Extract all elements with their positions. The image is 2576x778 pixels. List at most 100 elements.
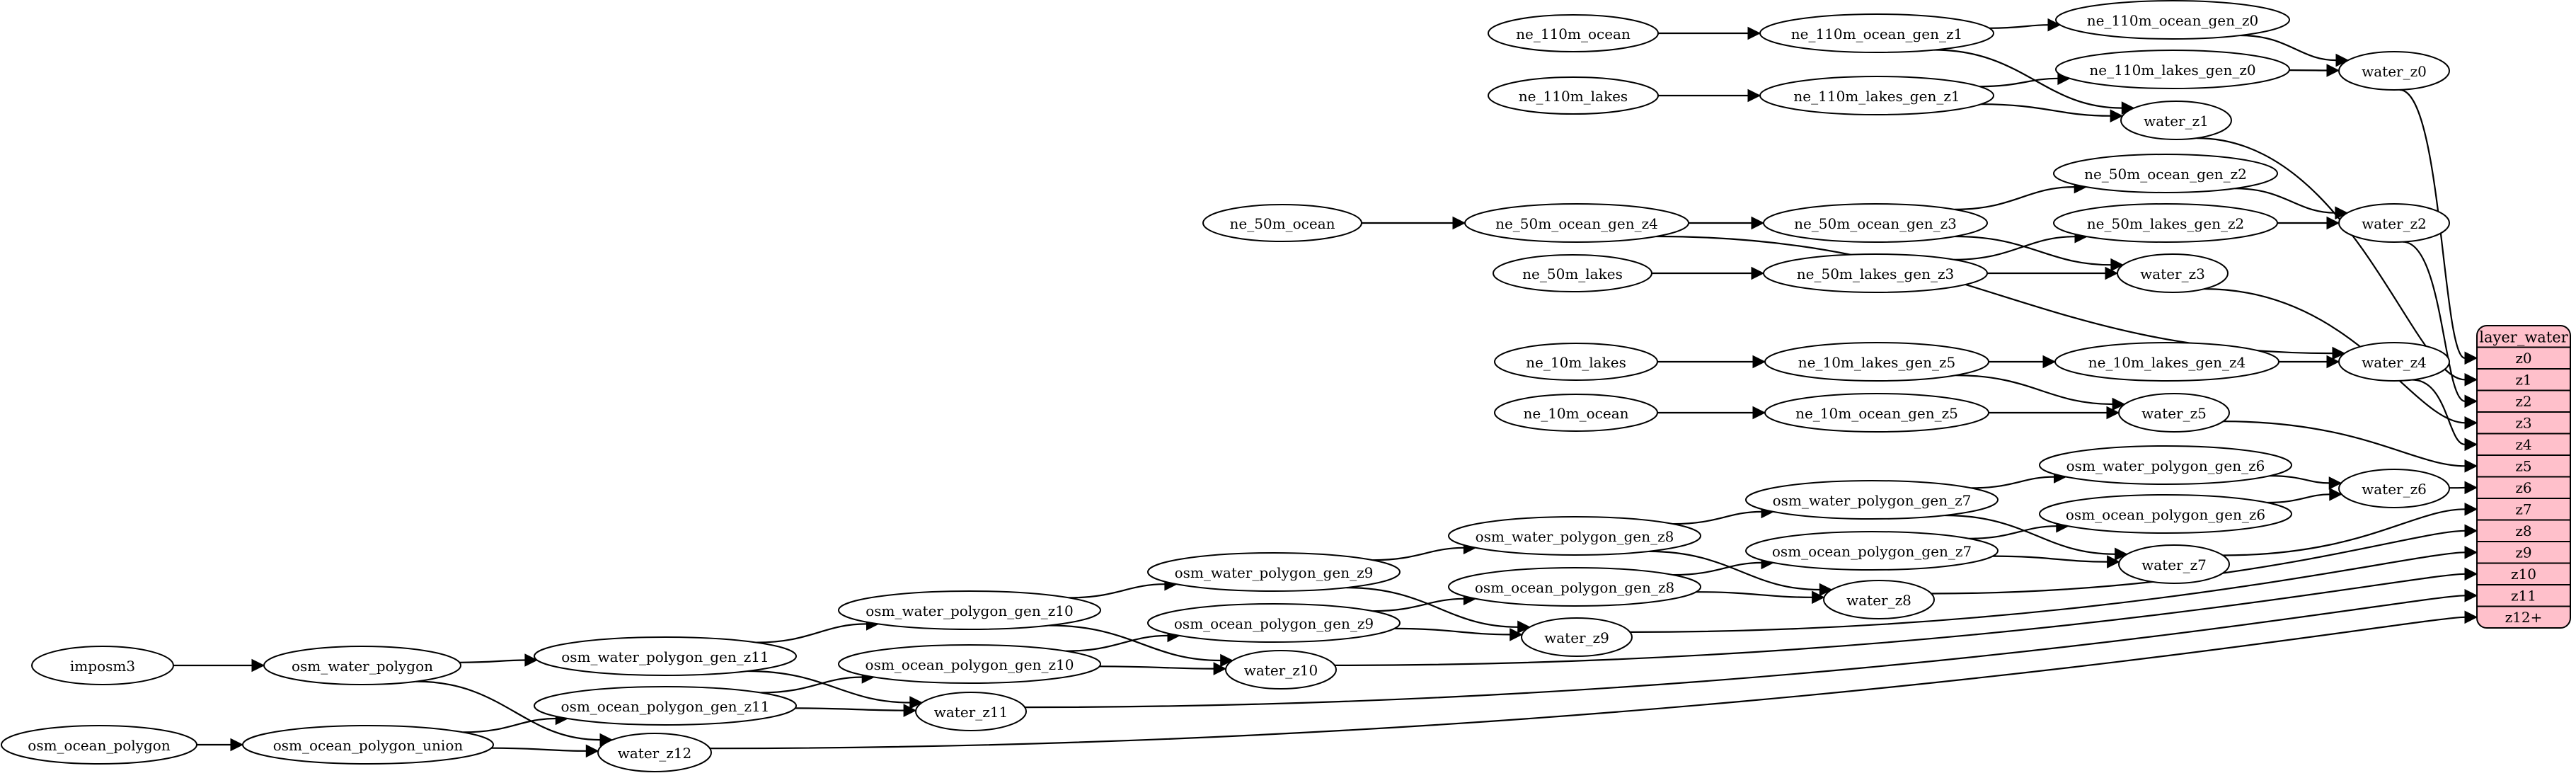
layer-water-row-z3[interactable]: z3 [2515, 414, 2531, 431]
layer-water-row-z1[interactable]: z1 [2515, 371, 2531, 388]
graph-edge-arrowhead [2047, 18, 2062, 32]
graph-node-water_z8[interactable]: water_z8 [1823, 580, 1935, 619]
graph-node-ne_50m_lakes_gen_z3[interactable]: ne_50m_lakes_gen_z3 [1763, 253, 1988, 293]
graph-edge-osm_water_polygon_gen_z7-to-water_z7 [1945, 514, 2115, 555]
layer-water-row-z2[interactable]: z2 [2515, 393, 2531, 410]
graph-node-ne_10m_ocean[interactable]: ne_10m_ocean [1494, 394, 1658, 432]
graph-node-ne_110m_lakes_gen_z0[interactable]: ne_110m_lakes_gen_z0 [2055, 50, 2290, 89]
graph-node-ne_10m_ocean_gen_z5[interactable]: ne_10m_ocean_gen_z5 [1764, 393, 1989, 433]
layer-water-row-z9[interactable]: z9 [2515, 544, 2531, 561]
node-ellipse-water_z5 [2118, 393, 2230, 433]
graph-node-osm_water_polygon_gen_z10[interactable]: osm_water_polygon_gen_z10 [838, 590, 1101, 630]
node-label-osm_water_polygon_gen_z11: osm_water_polygon_gen_z11 [561, 648, 769, 665]
graph-node-ne_110m_ocean[interactable]: ne_110m_ocean [1488, 14, 1659, 52]
layer-water-row-z7[interactable]: z7 [2515, 500, 2531, 517]
graph-node-water_z3[interactable]: water_z3 [2117, 253, 2229, 293]
graph-node-osm_water_polygon_gen_z9[interactable]: osm_water_polygon_gen_z9 [1147, 552, 1401, 592]
graph-node-water_z11[interactable]: water_z11 [915, 692, 1027, 731]
graph-node-water_z9[interactable]: water_z9 [1521, 617, 1633, 657]
layer-water-row-z8[interactable]: z8 [2515, 522, 2531, 539]
graph-node-water_z4[interactable]: water_z4 [2338, 342, 2450, 382]
graph-edge-osm_ocean_polygon_gen_z9-to-water_z9 [1394, 627, 1510, 636]
layer-water-row-z11[interactable]: z11 [2511, 587, 2536, 604]
graph-edge-arrowhead [1517, 620, 1531, 634]
graph-node-ne_10m_lakes_gen_z5[interactable]: ne_10m_lakes_gen_z5 [1764, 342, 1989, 382]
node-label-osm_ocean_polygon: osm_ocean_polygon [28, 737, 171, 754]
graph-node-ne_50m_lakes_gen_z2[interactable]: ne_50m_lakes_gen_z2 [2053, 203, 2278, 243]
node-ellipse-water_z10 [1225, 650, 1337, 690]
graph-node-ne_50m_ocean_gen_z3[interactable]: ne_50m_ocean_gen_z3 [1763, 203, 1988, 243]
layer-water-row-z12+[interactable]: z12+ [2505, 609, 2543, 626]
graph-node-osm_water_polygon_gen_z7[interactable]: osm_water_polygon_gen_z7 [1745, 480, 1999, 520]
graph-node-osm_water_polygon_gen_z8[interactable]: osm_water_polygon_gen_z8 [1448, 516, 1701, 556]
layer-water-row-z10[interactable]: z10 [2511, 566, 2536, 583]
node-ellipse-osm_water_polygon [263, 646, 461, 685]
graph-node-osm_ocean_polygon_gen_z8[interactable]: osm_ocean_polygon_gen_z8 [1448, 567, 1701, 607]
graph-node-osm_ocean_polygon_gen_z10[interactable]: osm_ocean_polygon_gen_z10 [838, 644, 1101, 684]
nodes-layer: imposm3 osm_ocean_polygon osm_water_polygo… [1, 0, 2450, 772]
graph-node-osm_water_polygon_gen_z11[interactable]: osm_water_polygon_gen_z11 [534, 636, 797, 676]
node-ellipse-ne_10m_ocean_gen_z5 [1764, 393, 1989, 433]
graph-edge-arrowhead [1452, 216, 1466, 230]
graph-node-osm_ocean_polygon[interactable]: osm_ocean_polygon [1, 725, 197, 765]
graph-edge-arrowhead [2464, 394, 2478, 408]
node-ellipse-water_z4 [2338, 342, 2450, 382]
graph-edge-osm_ocean_polygon_gen_z9-to-osm_ocean_polygon_gen_z8 [1372, 597, 1464, 612]
node-label-ne_50m_lakes_gen_z3: ne_50m_lakes_gen_z3 [1797, 265, 1954, 282]
graph-node-osm_ocean_polygon_union[interactable]: osm_ocean_polygon_union [242, 725, 494, 765]
layer-water-row-z4[interactable]: z4 [2515, 436, 2531, 453]
node-ellipse-osm_water_polygon_gen_z9 [1147, 552, 1401, 592]
node-label-water_z5: water_z5 [2141, 405, 2207, 422]
graph-node-water_z6[interactable]: water_z6 [2338, 469, 2450, 508]
layer-water-row-z0[interactable]: z0 [2515, 350, 2531, 367]
graph-node-osm_ocean_polygon_gen_z9[interactable]: osm_ocean_polygon_gen_z9 [1147, 603, 1401, 643]
graph-node-water_z5[interactable]: water_z5 [2118, 393, 2230, 433]
graph-node-water_z0[interactable]: water_z0 [2338, 51, 2450, 91]
graph-edge-arrowhead [1220, 653, 1234, 668]
graph-edge-osm_water_polygon-to-osm_water_polygon_gen_z11 [459, 659, 525, 663]
graph-edge-arrowhead [2112, 397, 2126, 411]
graph-edge-arrowhead [1751, 266, 1765, 280]
graph-node-water_z7[interactable]: water_z7 [2118, 544, 2230, 584]
graph-edge-arrowhead [1213, 662, 1227, 675]
graph-node-water_z2[interactable]: water_z2 [2338, 203, 2450, 243]
node-ellipse-water_z9 [1521, 617, 1633, 657]
node-label-osm_ocean_polygon_gen_z6: osm_ocean_polygon_gen_z6 [2066, 506, 2265, 523]
graph-node-ne_110m_lakes_gen_z1[interactable]: ne_110m_lakes_gen_z1 [1759, 76, 1994, 115]
layer-water-row-z6[interactable]: z6 [2515, 479, 2531, 496]
graph-node-osm_ocean_polygon_gen_z6[interactable]: osm_ocean_polygon_gen_z6 [2039, 494, 2292, 534]
graph-node-ne_110m_ocean_gen_z0[interactable]: ne_110m_ocean_gen_z0 [2055, 0, 2290, 40]
layer-water-row-z5[interactable]: z5 [2515, 457, 2531, 474]
graph-edge-arrowhead [2110, 109, 2124, 123]
graph-node-ne_10m_lakes[interactable]: ne_10m_lakes [1494, 343, 1658, 381]
graph-node-water_z1[interactable]: water_z1 [2120, 101, 2232, 140]
graph-node-ne_50m_ocean_gen_z4[interactable]: ne_50m_ocean_gen_z4 [1464, 203, 1689, 243]
node-label-ne_10m_lakes_gen_z4: ne_10m_lakes_gen_z4 [2088, 354, 2246, 371]
graph-edge-ne_10m_lakes_gen_z5-to-water_z5 [1955, 374, 2113, 406]
node-label-water_z3: water_z3 [2140, 265, 2205, 282]
graph-node-ne_50m_lakes[interactable]: ne_50m_lakes [1493, 254, 1652, 292]
graph-node-ne_50m_ocean[interactable]: ne_50m_ocean [1202, 204, 1362, 242]
graph-node-water_z10[interactable]: water_z10 [1225, 650, 1337, 690]
graph-node-ne_110m_ocean_gen_z1[interactable]: ne_110m_ocean_gen_z1 [1759, 13, 1994, 53]
graph-edge-arrowhead [2115, 547, 2128, 561]
graph-node-osm_water_polygon[interactable]: osm_water_polygon [263, 646, 461, 685]
graph-edge-osm_water_polygon_gen_z11-to-osm_water_polygon_gen_z10 [756, 623, 867, 643]
node-label-water_z0: water_z0 [2362, 63, 2427, 80]
graph-node-ne_10m_lakes_gen_z4[interactable]: ne_10m_lakes_gen_z4 [2054, 342, 2279, 382]
graph-node-water_z12[interactable]: water_z12 [597, 733, 712, 772]
graph-node-osm_ocean_polygon_gen_z11[interactable]: osm_ocean_polygon_gen_z11 [534, 686, 797, 726]
node-label-osm_water_polygon_gen_z9: osm_water_polygon_gen_z9 [1175, 564, 1374, 581]
graph-edge-water_z12-to-layer_water-z12+ [710, 616, 2466, 750]
graph-edge-arrowhead [2464, 567, 2478, 581]
node-ellipse-ne_10m_lakes_gen_z4 [2054, 342, 2279, 382]
node-ellipse-ne_50m_ocean_gen_z3 [1763, 203, 1988, 243]
node-ellipse-osm_water_polygon_gen_z11 [534, 636, 797, 676]
node-ellipse-ne_10m_lakes [1494, 343, 1658, 381]
graph-node-imposm3[interactable]: imposm3 [31, 646, 174, 685]
graph-node-osm_ocean_polygon_gen_z7[interactable]: osm_ocean_polygon_gen_z7 [1745, 531, 1999, 571]
graph-node-ne_110m_lakes[interactable]: ne_110m_lakes [1488, 76, 1659, 115]
graph-node-ne_50m_ocean_gen_z2[interactable]: ne_50m_ocean_gen_z2 [2053, 154, 2278, 193]
graph-node-osm_water_polygon_gen_z6[interactable]: osm_water_polygon_gen_z6 [2039, 445, 2292, 485]
graph-edge-osm_water_polygon_gen_z8-to-osm_water_polygon_gen_z7 [1672, 510, 1762, 525]
